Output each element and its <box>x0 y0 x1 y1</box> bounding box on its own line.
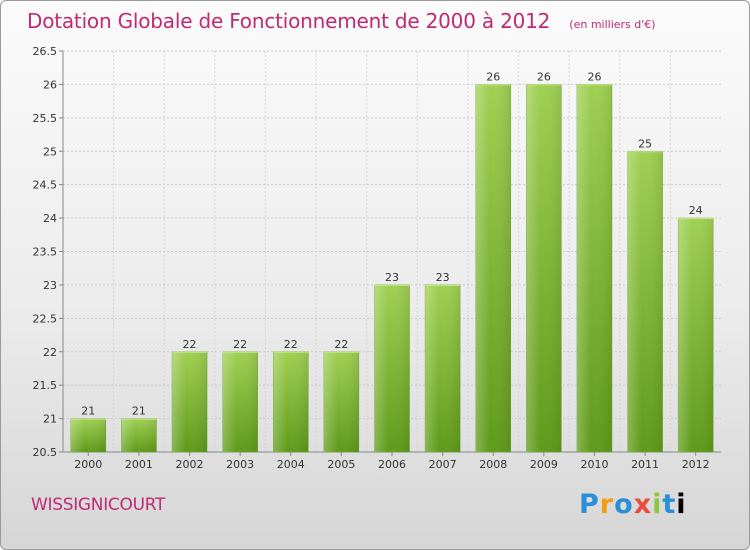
bar-shade <box>70 418 106 452</box>
logo-letter: o <box>614 489 634 520</box>
x-tick-label: 2012 <box>682 458 710 471</box>
x-tick-label: 2011 <box>631 458 659 471</box>
logo-letter: t <box>662 489 677 520</box>
x-tick-label: 2009 <box>530 458 558 471</box>
data-label: 24 <box>689 204 703 217</box>
data-label: 21 <box>81 405 95 418</box>
bar-shade <box>678 218 714 452</box>
logo-letter: i <box>652 489 663 520</box>
x-tick-label: 2010 <box>580 458 608 471</box>
label-layer: 21 21 22 22 22 22 23 23 26 26 26 25 24 <box>81 70 702 417</box>
data-label: 26 <box>537 70 551 83</box>
logo-letter: P <box>579 489 600 520</box>
x-tick-label: 2005 <box>327 458 355 471</box>
x-tick-label: 2006 <box>378 458 406 471</box>
data-label: 22 <box>334 338 348 351</box>
data-label: 22 <box>284 338 298 351</box>
bar-layer <box>70 84 714 453</box>
chart-title: Dotation Globale de Fonctionnement de 20… <box>27 9 551 33</box>
y-tick-label: 26 <box>43 78 57 91</box>
data-label: 26 <box>486 70 500 83</box>
data-label: 22 <box>183 338 197 351</box>
bar-shade <box>323 351 359 452</box>
x-tick-label: 2007 <box>429 458 457 471</box>
data-label: 26 <box>587 70 601 83</box>
y-tick-label: 25.5 <box>33 112 58 125</box>
bar-shade <box>121 418 157 452</box>
y-tick-label: 21.5 <box>33 379 58 392</box>
axis-layer: 20.5 21 21.5 22 22.5 23 23.5 24 24.5 25 25.5 26 26.5… <box>33 45 721 471</box>
title-row: Dotation Globale de Fonctionnement de 20… <box>27 9 656 33</box>
y-tick-label: 25 <box>43 145 57 158</box>
bar-shade <box>576 84 612 453</box>
y-tick-label: 22 <box>43 346 57 359</box>
bar-shade <box>172 351 208 452</box>
x-tick-label: 2008 <box>479 458 507 471</box>
y-tick-label: 21 <box>43 413 57 426</box>
y-tick-label: 24 <box>43 212 57 225</box>
y-tick-label: 23.5 <box>33 246 58 259</box>
data-label: 21 <box>132 405 146 418</box>
bar-shade <box>475 84 511 453</box>
y-tick-label: 26.5 <box>33 45 58 58</box>
x-tick-label: 2002 <box>176 458 204 471</box>
bar-shade <box>222 351 258 452</box>
data-label: 22 <box>233 338 247 351</box>
data-label: 23 <box>385 271 399 284</box>
proxiti-logo[interactable]: Proxiti <box>579 489 687 520</box>
bar-shade <box>526 84 562 453</box>
bar-shade <box>425 284 461 452</box>
bar-shade <box>273 351 309 452</box>
data-label: 23 <box>436 271 450 284</box>
data-label: 25 <box>638 137 652 150</box>
x-tick-label: 2001 <box>125 458 153 471</box>
commune-name: WISSIGNICOURT <box>31 495 166 515</box>
y-tick-label: 22.5 <box>33 312 58 325</box>
y-tick-label: 20.5 <box>33 446 58 459</box>
x-tick-label: 2004 <box>277 458 305 471</box>
chart-subtitle: (en milliers d'€) <box>569 18 656 31</box>
x-tick-label: 2000 <box>74 458 102 471</box>
logo-letter: r <box>599 489 615 520</box>
bar-shade <box>627 151 663 452</box>
logo-letter: x <box>633 489 653 520</box>
logo-letter: i <box>676 489 687 520</box>
y-tick-label: 23 <box>43 279 57 292</box>
y-tick-label: 24.5 <box>33 179 58 192</box>
x-tick-label: 2003 <box>226 458 254 471</box>
bar-shade <box>374 284 410 452</box>
